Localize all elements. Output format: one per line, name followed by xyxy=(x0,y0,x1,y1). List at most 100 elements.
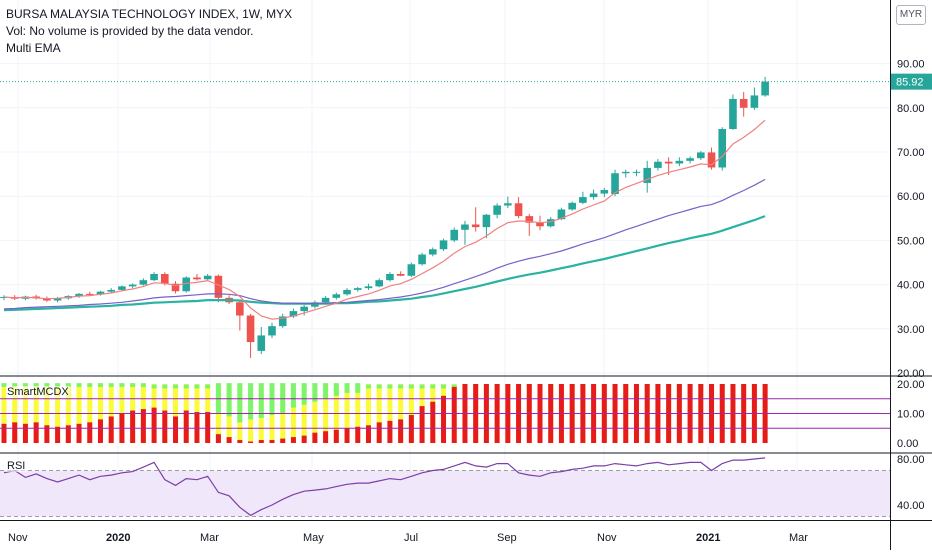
candle-body[interactable] xyxy=(364,286,373,289)
candle-body[interactable] xyxy=(278,316,287,327)
mcdx-green-bar[interactable] xyxy=(130,383,136,387)
candle[interactable] xyxy=(332,292,341,300)
candle[interactable] xyxy=(504,196,512,209)
candle-body[interactable] xyxy=(568,202,576,210)
candle-body[interactable] xyxy=(96,291,105,295)
smartmcdx-label[interactable]: SmartMCDX xyxy=(6,386,70,398)
candle-body[interactable] xyxy=(557,209,566,220)
smartmcdx-pane[interactable] xyxy=(0,383,890,443)
mcdx-red-bar[interactable] xyxy=(205,412,211,443)
candle[interactable] xyxy=(707,147,716,170)
mcdx-red-bar[interactable] xyxy=(441,395,447,443)
mcdx-green-bar[interactable] xyxy=(419,384,425,389)
candle[interactable] xyxy=(589,189,598,200)
candle-body[interactable] xyxy=(107,289,115,292)
candle[interactable] xyxy=(364,283,373,290)
mcdx-green-bar[interactable] xyxy=(248,383,254,420)
candle-body[interactable] xyxy=(729,98,737,130)
candle-body[interactable] xyxy=(761,81,769,96)
candle-body[interactable] xyxy=(289,311,298,317)
candle[interactable] xyxy=(632,169,641,177)
candle-body[interactable] xyxy=(43,298,51,301)
mcdx-red-bar[interactable] xyxy=(65,425,71,443)
mcdx-red-bar[interactable] xyxy=(173,416,179,443)
mcdx-green-bar[interactable] xyxy=(1,383,7,387)
mcdx-red-bar[interactable] xyxy=(248,441,254,443)
chart-title[interactable]: BURSA MALAYSIA TECHNOLOGY INDEX, 1W, MYX xyxy=(6,7,293,21)
mcdx-green-bar[interactable] xyxy=(398,384,404,389)
candle[interactable] xyxy=(600,187,609,198)
mcdx-green-bar[interactable] xyxy=(226,383,232,417)
mcdx-green-bar[interactable] xyxy=(22,383,28,387)
mcdx-red-bar[interactable] xyxy=(162,410,168,443)
candle-body[interactable] xyxy=(353,288,362,290)
candle[interactable] xyxy=(343,288,351,296)
candle[interactable] xyxy=(182,276,191,293)
candle-body[interactable] xyxy=(85,293,94,295)
candle-body[interactable] xyxy=(53,298,62,301)
mcdx-green-bar[interactable] xyxy=(55,383,61,387)
mcdx-red-bar[interactable] xyxy=(226,437,232,443)
mcdx-green-bar[interactable] xyxy=(376,384,382,389)
candle-body[interactable] xyxy=(386,273,394,281)
candle[interactable] xyxy=(128,283,137,289)
candle-body[interactable] xyxy=(493,205,501,215)
mcdx-green-bar[interactable] xyxy=(451,384,457,389)
mcdx-green-bar[interactable] xyxy=(441,384,447,389)
mcdx-green-bar[interactable] xyxy=(140,383,146,387)
candle[interactable] xyxy=(268,322,276,339)
candle-body[interactable] xyxy=(750,95,759,108)
mcdx-green-bar[interactable] xyxy=(162,384,168,389)
candle[interactable] xyxy=(568,201,576,211)
candle-body[interactable] xyxy=(236,302,244,316)
candle[interactable] xyxy=(697,151,705,160)
mcdx-red-bar[interactable] xyxy=(1,423,7,443)
candle-body[interactable] xyxy=(214,275,223,298)
mcdx-red-bar[interactable] xyxy=(430,401,436,443)
candle[interactable] xyxy=(450,227,459,243)
mcdx-red-bar[interactable] xyxy=(12,422,18,443)
mcdx-green-bar[interactable] xyxy=(97,383,103,387)
candle-body[interactable] xyxy=(621,171,630,174)
candle-body[interactable] xyxy=(611,173,619,194)
candle[interactable] xyxy=(439,238,448,252)
mcdx-red-bar[interactable] xyxy=(258,440,264,443)
candle[interactable] xyxy=(396,271,405,277)
mcdx-red-bar[interactable] xyxy=(44,425,50,443)
candle-body[interactable] xyxy=(193,277,201,280)
candle[interactable] xyxy=(407,262,416,278)
mcdx-red-bar[interactable] xyxy=(237,440,243,443)
mcdx-red-bar[interactable] xyxy=(365,425,371,443)
candle-body[interactable] xyxy=(686,158,694,161)
last-price-tag[interactable] xyxy=(891,73,932,90)
mcdx-green-bar[interactable] xyxy=(194,384,200,389)
candle[interactable] xyxy=(675,157,684,167)
candle-body[interactable] xyxy=(182,277,191,292)
mcdx-red-bar[interactable] xyxy=(451,386,457,443)
candle[interactable] xyxy=(461,220,469,245)
mcdx-green-bar[interactable] xyxy=(323,383,329,399)
mcdx-green-bar[interactable] xyxy=(333,383,339,396)
ema-slow-line[interactable] xyxy=(3,215,766,312)
candle-body[interactable] xyxy=(450,229,459,241)
candle-body[interactable] xyxy=(171,283,180,292)
mcdx-red-bar[interactable] xyxy=(140,409,146,443)
mcdx-red-bar[interactable] xyxy=(87,422,93,443)
candle-body[interactable] xyxy=(536,222,544,227)
candle-body[interactable] xyxy=(697,152,705,159)
candle[interactable] xyxy=(761,76,769,97)
candle-body[interactable] xyxy=(482,214,491,228)
candle-body[interactable] xyxy=(514,203,523,217)
candle-body[interactable] xyxy=(675,160,684,164)
candle-body[interactable] xyxy=(343,289,351,295)
candle[interactable] xyxy=(729,94,737,130)
ema-mid-line[interactable] xyxy=(3,178,766,310)
mcdx-red-bar[interactable] xyxy=(290,437,296,443)
mcdx-green-bar[interactable] xyxy=(237,383,243,423)
candle-body[interactable] xyxy=(707,152,716,168)
mcdx-red-bar[interactable] xyxy=(408,414,414,443)
mcdx-green-bar[interactable] xyxy=(151,384,157,389)
candle[interactable] xyxy=(246,313,255,358)
mcdx-red-bar[interactable] xyxy=(387,420,393,443)
mcdx-green-bar[interactable] xyxy=(387,384,393,389)
